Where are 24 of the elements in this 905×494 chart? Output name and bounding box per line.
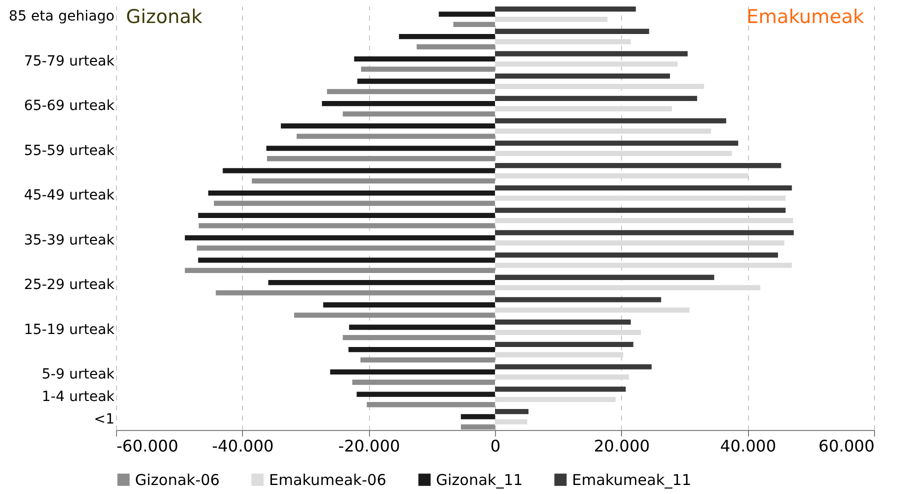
y-tick-label: 85 eta gehiago (8, 8, 114, 25)
annotation: Gizonak (126, 6, 202, 28)
legend-label: Emakumeak_11 (572, 470, 692, 489)
x-tick-label: 40.000 (720, 436, 776, 456)
x-tick-label: -60.000 (116, 436, 178, 456)
x-tick-label: 20.000 (594, 436, 650, 456)
x-tick-label: -20.000 (338, 436, 400, 456)
y-tick-label: 45-49 urteak (24, 188, 116, 204)
y-tick-label: 5-9 urteak (42, 366, 116, 383)
legend-label: Gizonak_11 (436, 470, 523, 489)
legend-label: Gizonak-06 (135, 470, 220, 489)
y-tick-label: 75-79 urteak (24, 53, 116, 70)
y-tick-label: 35-39 urteak (24, 232, 116, 248)
y-tick-label: <1 (94, 411, 114, 428)
x-tick-label: 60.000 (818, 436, 874, 456)
y-tick-label: 55-59 urteak (24, 142, 116, 159)
x-tick-label: -40.000 (212, 436, 274, 456)
y-tick-label: 1-4 urteak (42, 388, 116, 405)
annotation: Emakumeak (746, 6, 864, 28)
y-tick-label: 25-29 urteak (24, 277, 116, 294)
x-tick-label: 0 (490, 436, 501, 456)
legend-label: Emakumeak-06 (269, 470, 386, 489)
y-tick-label: 65-69 urteak (24, 98, 116, 114)
y-tick-label: 15-19 urteak (24, 322, 116, 338)
